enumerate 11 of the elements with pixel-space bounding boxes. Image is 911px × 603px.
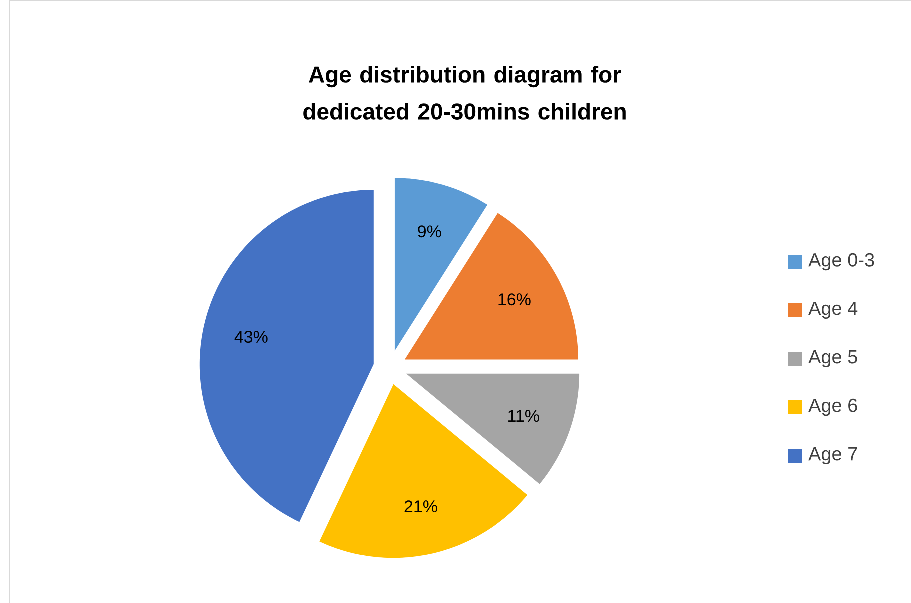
legend-label: Age 6 — [808, 398, 858, 416]
legend-label: Age 7 — [808, 448, 858, 464]
legend-label: Age 4 — [808, 302, 858, 319]
data-label: 9% — [418, 226, 442, 238]
data-label: 21% — [404, 500, 438, 513]
data-label: 11% — [508, 410, 540, 422]
legend-label: Age 5 — [808, 350, 858, 368]
legend-label: Age 0-3 — [808, 253, 874, 271]
data-label: 16% — [498, 294, 531, 306]
data-label: 43% — [234, 330, 268, 344]
chart-title: Age distribution diagram for dedicated 20-30mins children — [304, 66, 626, 120]
